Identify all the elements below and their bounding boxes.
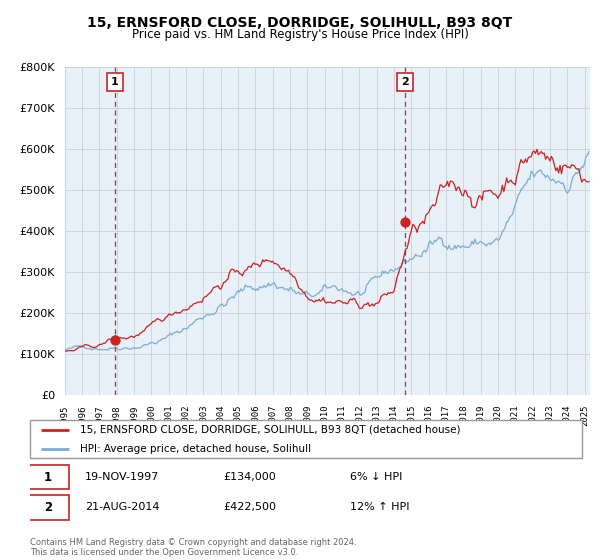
Text: 2: 2 <box>44 501 52 514</box>
Text: HPI: Average price, detached house, Solihull: HPI: Average price, detached house, Soli… <box>80 444 311 454</box>
Text: 12% ↑ HPI: 12% ↑ HPI <box>350 502 410 512</box>
Text: 21-AUG-2014: 21-AUG-2014 <box>85 502 160 512</box>
Text: 15, ERNSFORD CLOSE, DORRIDGE, SOLIHULL, B93 8QT (detached house): 15, ERNSFORD CLOSE, DORRIDGE, SOLIHULL, … <box>80 424 460 435</box>
FancyBboxPatch shape <box>27 495 68 520</box>
FancyBboxPatch shape <box>27 465 68 489</box>
Text: 19-NOV-1997: 19-NOV-1997 <box>85 472 160 482</box>
Point <box>400 217 410 226</box>
Text: £422,500: £422,500 <box>223 502 276 512</box>
Text: 1: 1 <box>111 77 119 87</box>
Text: Contains HM Land Registry data © Crown copyright and database right 2024.
This d: Contains HM Land Registry data © Crown c… <box>30 538 356 557</box>
Text: 6% ↓ HPI: 6% ↓ HPI <box>350 472 403 482</box>
Text: Price paid vs. HM Land Registry's House Price Index (HPI): Price paid vs. HM Land Registry's House … <box>131 28 469 41</box>
Point <box>110 335 119 344</box>
FancyBboxPatch shape <box>30 420 582 458</box>
Text: 15, ERNSFORD CLOSE, DORRIDGE, SOLIHULL, B93 8QT: 15, ERNSFORD CLOSE, DORRIDGE, SOLIHULL, … <box>88 16 512 30</box>
Text: £134,000: £134,000 <box>223 472 276 482</box>
Text: 2: 2 <box>401 77 409 87</box>
Text: 1: 1 <box>44 470 52 484</box>
